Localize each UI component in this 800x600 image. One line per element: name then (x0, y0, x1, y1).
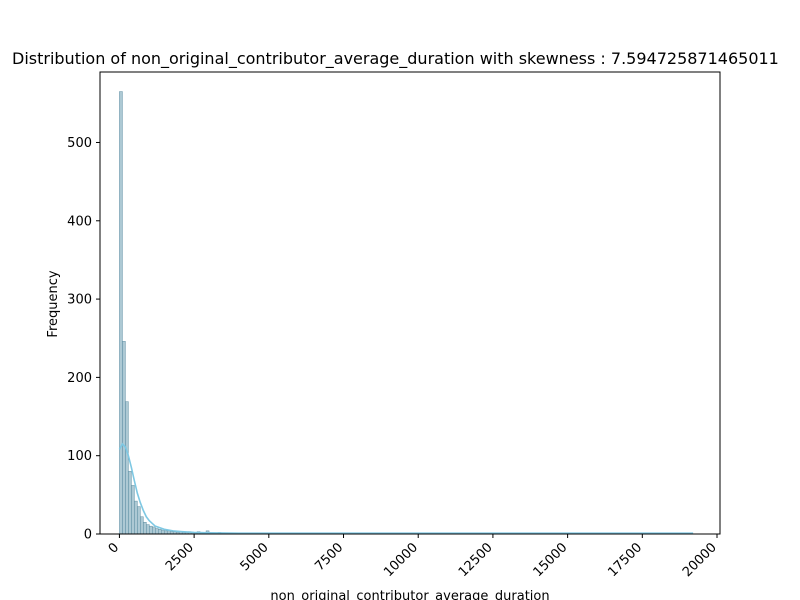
x-tick-label: 15000 (531, 540, 571, 580)
y-tick-label: 100 (67, 449, 92, 464)
histogram-bar (128, 471, 132, 535)
histogram-bar (149, 525, 153, 535)
axes-frame (99, 71, 721, 535)
x-tick-label: 17500 (605, 540, 645, 580)
x-tick-label: 10000 (381, 540, 421, 580)
x-axis-label: non_original_contributor_average_duratio… (270, 589, 549, 600)
histogram-bar (119, 91, 123, 535)
y-tick-label: 300 (67, 293, 92, 308)
histogram-bar (161, 529, 165, 535)
chart-title: Distribution of non_original_contributor… (12, 49, 779, 69)
histogram-bar (152, 526, 156, 535)
histogram-bar (143, 522, 147, 535)
x-tick-label: 2500 (163, 540, 197, 574)
y-tick-label: 500 (67, 136, 92, 151)
histogram-bar (140, 516, 144, 535)
y-tick-label: 400 (67, 214, 92, 229)
x-tick-label: 12500 (456, 540, 496, 580)
histogram-bar (155, 528, 159, 535)
x-tick-label: 7500 (312, 540, 346, 574)
y-axis-label: Frequency (46, 270, 61, 337)
histogram-bar (122, 341, 126, 535)
histogram-bar (134, 500, 138, 535)
x-tick-label: 0 (106, 540, 122, 556)
histogram-bar (158, 529, 162, 535)
histogram-bar (131, 485, 135, 535)
y-tick-label: 200 (67, 371, 92, 386)
histogram-bar (125, 401, 129, 535)
histogram-bar (146, 524, 150, 535)
x-tick-label: 5000 (238, 540, 272, 574)
x-tick-label: 20000 (680, 540, 720, 580)
histogram-bar (137, 506, 141, 535)
y-tick-label: 0 (84, 528, 92, 543)
kde-line (118, 442, 694, 535)
